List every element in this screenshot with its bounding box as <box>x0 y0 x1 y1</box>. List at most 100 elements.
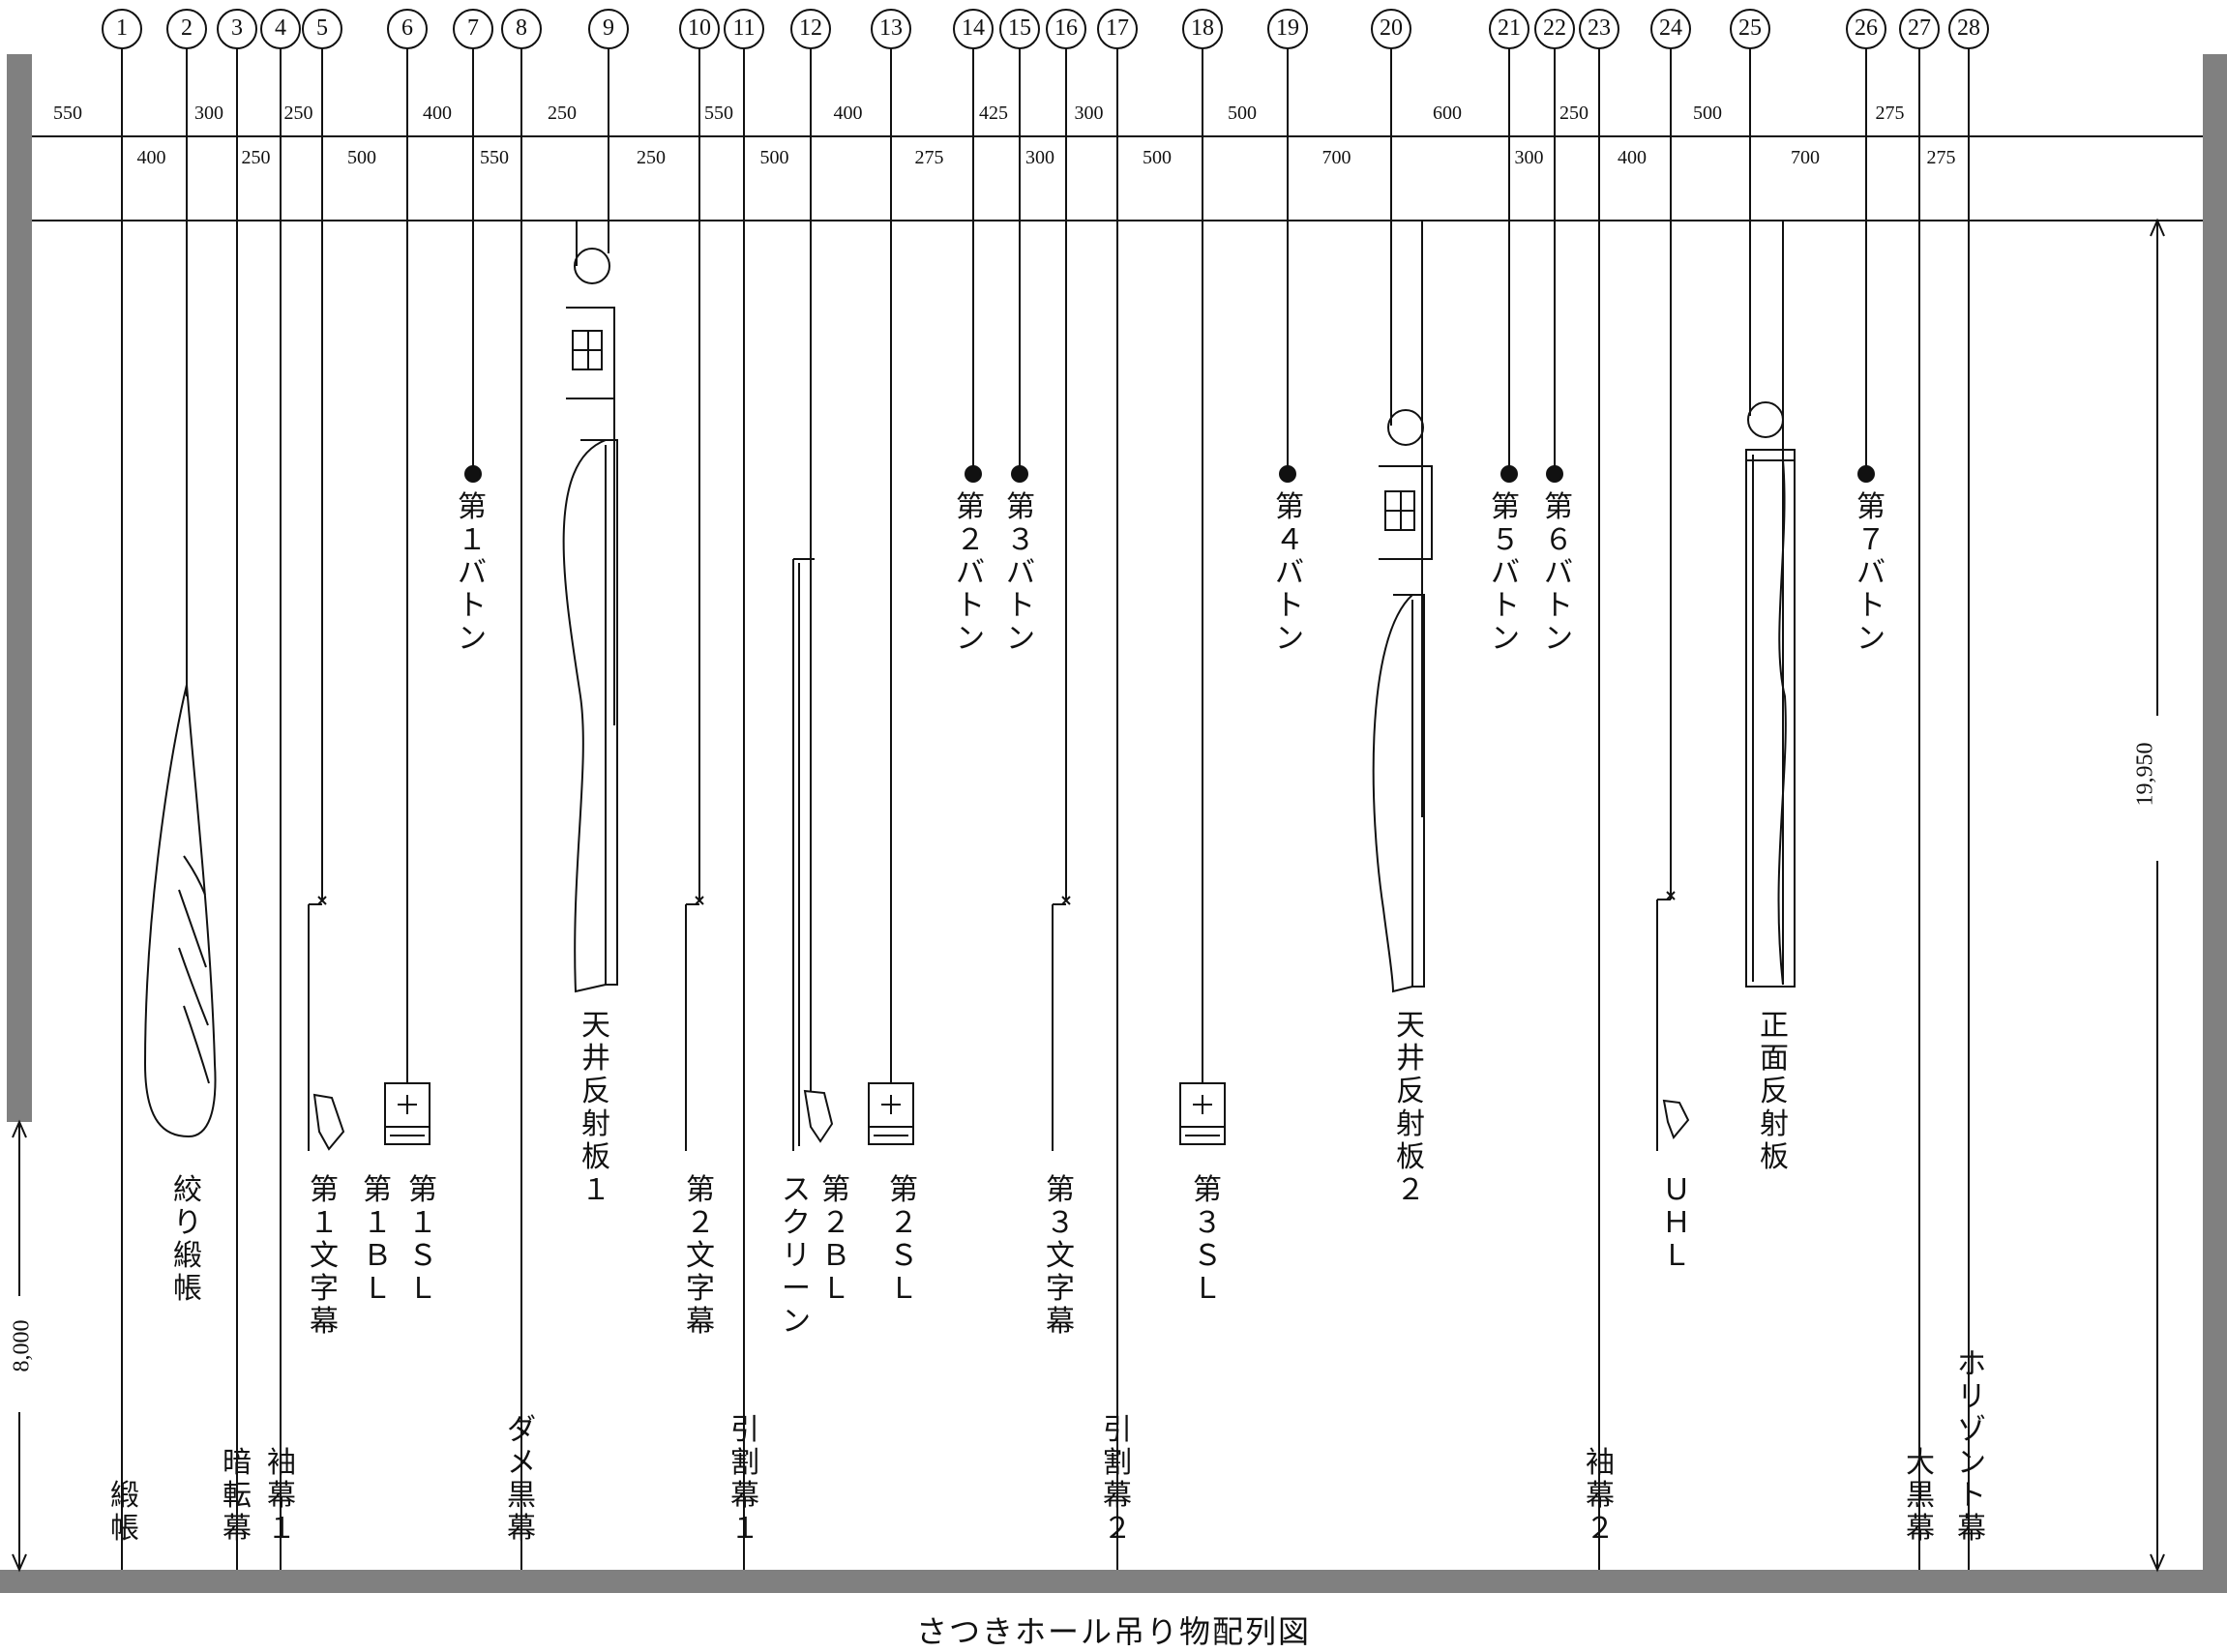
line-number-12: 12 <box>799 15 822 41</box>
label-shoumen-hanshaban: 正面反射板 <box>1760 1009 1789 1174</box>
label-horizont-maku: ホリゾント幕 <box>1957 1347 1986 1546</box>
reflector2-curve <box>1372 594 1413 993</box>
line-number-circle-15 <box>999 9 1040 49</box>
line-number-circle-23 <box>1579 9 1619 49</box>
line-number-circle-22 <box>1534 9 1575 49</box>
spacing-top-13: 500 <box>1693 103 1722 124</box>
line-number-circle-14 <box>953 9 994 49</box>
spacing-top-12: 250 <box>1559 103 1589 124</box>
batten-label-1: 第１バトン <box>458 490 487 656</box>
line-number-circle-26 <box>1846 9 1886 49</box>
line-number-9: 9 <box>603 15 614 41</box>
label-bl-2: 第２ＢＬ <box>821 1173 850 1306</box>
spacing-bottom-8: 300 <box>1025 147 1054 168</box>
shibori-fold-4 <box>183 1005 210 1084</box>
sl1-fixture-base <box>384 1126 431 1145</box>
line-number-circle-1 <box>102 9 142 49</box>
line-number-20: 20 <box>1380 15 1403 41</box>
label-sl-1: 第１ＳＬ <box>408 1173 437 1306</box>
moji1-weight <box>312 1093 345 1151</box>
spacing-bottom-13: 700 <box>1791 147 1820 168</box>
label-donchou: 緞帳 <box>110 1479 139 1546</box>
moji2-hook <box>695 896 704 905</box>
batten-label-6: 第６バトン <box>1544 490 1573 656</box>
proscenium-wall-left <box>7 54 32 1122</box>
line-number-8: 8 <box>516 15 527 41</box>
reflector1-pulley <box>574 248 610 284</box>
line-number-circle-7 <box>453 9 493 49</box>
line-number-15: 15 <box>1008 15 1031 41</box>
batten-dot-22 <box>1546 465 1563 483</box>
batten-dot-26 <box>1857 465 1875 483</box>
batten-label-3: 第３バトン <box>1006 490 1035 656</box>
line-number-3: 3 <box>231 15 243 41</box>
line-number-7: 7 <box>467 15 479 41</box>
line-number-14: 14 <box>962 15 985 41</box>
spacing-top-8: 425 <box>979 103 1008 124</box>
line-number-28: 28 <box>1957 15 1980 41</box>
spacing-bottom-5: 250 <box>637 147 666 168</box>
dim-total-arrow-bottom <box>2150 1553 2165 1573</box>
line-number-21: 21 <box>1498 15 1521 41</box>
back-wall-right <box>2203 54 2227 1570</box>
moji3-hook <box>1061 896 1071 905</box>
sl3-fixture-base <box>1179 1126 1226 1145</box>
spacing-bottom-4: 550 <box>480 147 509 168</box>
spacing-bottom-11: 300 <box>1514 147 1544 168</box>
line-number-16: 16 <box>1054 15 1078 41</box>
line-number-circle-16 <box>1046 9 1086 49</box>
batten-dot-7 <box>464 465 482 483</box>
line-number-6: 6 <box>401 15 413 41</box>
reflector2-frame <box>1379 465 1433 560</box>
label-shibori-donchou: 絞り緞帳 <box>173 1173 202 1306</box>
label-sode-maku-2: 袖幕２ <box>1586 1446 1615 1546</box>
label-tenjou-hanshaban-1: 天井反射板１ <box>581 1009 610 1207</box>
dim-lower-arrow-top <box>12 1119 27 1138</box>
label-sode-maku-1: 袖幕１ <box>267 1446 296 1546</box>
shibori-fold-1 <box>183 855 206 896</box>
line-number-circle-13 <box>871 9 911 49</box>
line-number-circle-17 <box>1097 9 1138 49</box>
spacing-bottom-10: 700 <box>1321 147 1351 168</box>
reflector1-panel <box>580 439 618 986</box>
spacing-top-9: 300 <box>1074 103 1104 124</box>
label-moji-maku-1: 第１文字幕 <box>310 1173 339 1339</box>
spacing-top-1: 550 <box>53 103 82 124</box>
batten-dot-21 <box>1500 465 1518 483</box>
batten-dot-14 <box>965 465 982 483</box>
line-number-circle-12 <box>790 9 831 49</box>
dim-lower-arrow-bottom <box>12 1553 27 1573</box>
line-number-23: 23 <box>1588 15 1611 41</box>
line-number-circle-18 <box>1182 9 1223 49</box>
batten-label-5: 第５バトン <box>1491 490 1520 656</box>
batten-dot-19 <box>1279 465 1296 483</box>
label-moji-maku-2: 第２文字幕 <box>686 1173 715 1339</box>
spacing-bottom-6: 500 <box>759 147 789 168</box>
moji1-hook <box>317 896 327 905</box>
line-number-13: 13 <box>879 15 903 41</box>
line-number-circle-10 <box>679 9 720 49</box>
shibori-curtain-shape <box>143 684 217 1138</box>
line-number-19: 19 <box>1276 15 1299 41</box>
spacing-top-10: 500 <box>1228 103 1257 124</box>
spacing-top-6: 550 <box>704 103 733 124</box>
line-number-circle-2 <box>166 9 207 49</box>
label-ookuromaku: 大黒幕 <box>1906 1446 1935 1546</box>
front-reflector-panel <box>1745 449 1796 988</box>
sl2-fixture-base <box>868 1126 914 1145</box>
uhl-hook <box>1666 891 1676 900</box>
line-number-circle-11 <box>724 9 764 49</box>
spacing-bottom-12: 400 <box>1618 147 1647 168</box>
line-number-27: 27 <box>1908 15 1931 41</box>
dim-lower-height: 8,000 <box>9 1319 35 1372</box>
dim-total-height: 19,950 <box>2132 742 2158 807</box>
line-number-26: 26 <box>1855 15 1878 41</box>
spacing-bottom-9: 500 <box>1143 147 1172 168</box>
spacing-bottom-7: 275 <box>914 147 944 168</box>
spacing-top-2: 300 <box>194 103 223 124</box>
stage-floor <box>0 1570 2227 1593</box>
shibori-fold-3 <box>178 947 209 1026</box>
spacing-top-4: 400 <box>423 103 452 124</box>
line-number-circle-20 <box>1371 9 1411 49</box>
